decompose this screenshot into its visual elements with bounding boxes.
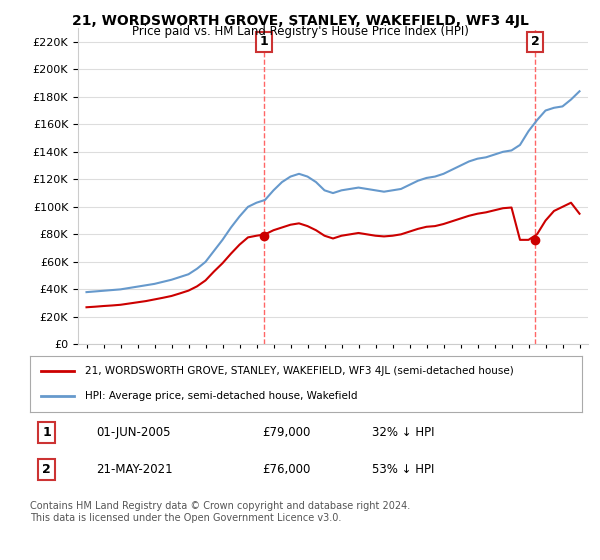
Text: 32% ↓ HPI: 32% ↓ HPI [372,426,435,439]
Text: 2: 2 [530,35,539,48]
Text: 1: 1 [42,426,51,439]
Text: 21, WORDSWORTH GROVE, STANLEY, WAKEFIELD, WF3 4JL (semi-detached house): 21, WORDSWORTH GROVE, STANLEY, WAKEFIELD… [85,366,514,376]
Text: £79,000: £79,000 [262,426,310,439]
Text: HPI: Average price, semi-detached house, Wakefield: HPI: Average price, semi-detached house,… [85,391,358,401]
Text: 53% ↓ HPI: 53% ↓ HPI [372,463,434,476]
Text: 21-MAY-2021: 21-MAY-2021 [96,463,173,476]
Text: Contains HM Land Registry data © Crown copyright and database right 2024.
This d: Contains HM Land Registry data © Crown c… [30,501,410,523]
Text: 2: 2 [42,463,51,476]
Text: Price paid vs. HM Land Registry's House Price Index (HPI): Price paid vs. HM Land Registry's House … [131,25,469,38]
Text: £76,000: £76,000 [262,463,310,476]
Text: 01-JUN-2005: 01-JUN-2005 [96,426,171,439]
Text: 21, WORDSWORTH GROVE, STANLEY, WAKEFIELD, WF3 4JL: 21, WORDSWORTH GROVE, STANLEY, WAKEFIELD… [71,14,529,28]
Text: 1: 1 [259,35,268,48]
